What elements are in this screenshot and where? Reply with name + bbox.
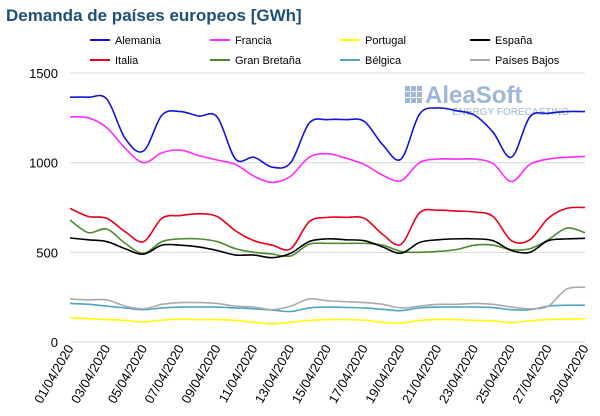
logo-name: AleaSoft (425, 82, 522, 109)
legend-label: Portugal (365, 35, 406, 47)
legend-item: Bélgica (340, 55, 402, 67)
logo-square (411, 86, 416, 91)
legend-item: España (470, 35, 533, 47)
legend-label: Italia (115, 55, 139, 67)
series-line-portugal (69, 316, 586, 325)
legend-item: Francia (210, 35, 273, 47)
logo-tagline: ENERGY FORECASTING (452, 107, 569, 118)
grid-lines (70, 72, 585, 343)
legend-item: Países Bajos (470, 55, 560, 67)
y-tick-label: 1500 (29, 66, 58, 81)
x-axis-ticks: 01/04/202003/04/202005/04/202007/04/2020… (31, 342, 592, 406)
legend-item: Italia (90, 55, 139, 67)
logo-square (417, 92, 422, 97)
legend-label: España (495, 35, 533, 47)
logo-square (405, 98, 410, 103)
legend-label: Bélgica (365, 55, 402, 67)
legend: Alemania Francia Portugal España Italia Gran … (90, 35, 560, 67)
y-tick-label: 0 (51, 335, 58, 350)
series-line-belgica (69, 302, 586, 313)
series-line-gran-bretana (69, 219, 586, 258)
logo-square (411, 92, 416, 97)
logo-square (405, 86, 410, 91)
chart-title: Demanda de países europeos [GWh] (6, 6, 302, 25)
y-axis-ticks: 0 500 1000 1500 (29, 66, 58, 350)
logo-mark (405, 86, 422, 103)
legend-item: Gran Bretaña (210, 55, 302, 67)
legend-label: Francia (235, 35, 273, 47)
legend-label: Alemania (115, 35, 162, 47)
legend-label: Países Bajos (495, 55, 560, 67)
logo-square (411, 98, 416, 103)
logo-square (417, 98, 422, 103)
series-line-alemania (69, 94, 586, 169)
legend-label: Gran Bretaña (235, 55, 302, 67)
legend-item: Alemania (90, 35, 162, 47)
y-tick-label: 1000 (29, 156, 58, 171)
series-line-italia (69, 206, 586, 251)
y-tick-label: 500 (36, 245, 58, 260)
series-line-francia (69, 115, 586, 184)
legend-item: Portugal (340, 35, 406, 47)
logo-square (417, 86, 422, 91)
series-lines (69, 94, 586, 325)
series-line-paises-bajos (69, 286, 586, 311)
logo-square (405, 92, 410, 97)
series-line-espana (69, 237, 586, 259)
